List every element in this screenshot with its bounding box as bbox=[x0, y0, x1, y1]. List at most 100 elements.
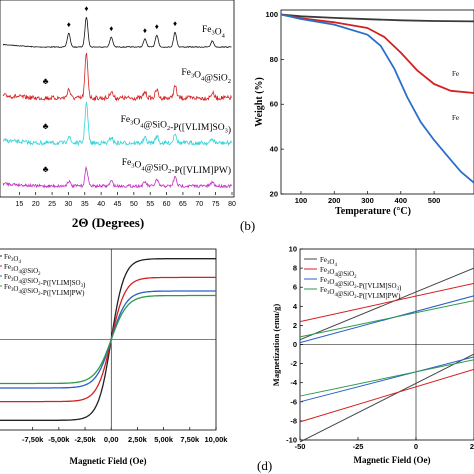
formula-subscript: 3 bbox=[397, 287, 400, 292]
panel-b-label: (b) bbox=[240, 218, 255, 233]
formula-text: Fe bbox=[4, 263, 11, 271]
xrd-diamond-marker: ♦ bbox=[143, 26, 147, 35]
formula-text: O bbox=[329, 258, 334, 266]
formula-subscript: 4 bbox=[222, 32, 226, 39]
formula-text: @SiO bbox=[337, 290, 354, 298]
formula-text: O bbox=[329, 278, 334, 286]
vsmzoom-branch-lower bbox=[299, 353, 474, 443]
formula-text: @SiO bbox=[337, 270, 354, 278]
vsmzoom-legend-entry: Fe3O4@SiO2 bbox=[320, 266, 357, 280]
vsmzoom-branch-upper bbox=[299, 282, 474, 323]
xrd-series-labels: Fe3O4Fe3O4@SiO2Fe3O4@SiO2-P([VLIM]SO3)Fe… bbox=[121, 25, 231, 176]
formula-text: Fe bbox=[320, 276, 327, 284]
formula-text: O bbox=[13, 285, 18, 293]
formula-subscript: 2 bbox=[38, 272, 41, 277]
xrd-series-label: Fe3O4 bbox=[202, 25, 226, 39]
vsm-legend-entry: Fe3O4 bbox=[4, 253, 21, 265]
vsm-x-axis-label: Magnetic Field (Oe) bbox=[70, 456, 147, 466]
formula-subscript: 2 bbox=[167, 125, 170, 132]
vsmzoom-y-tick-label: 2 bbox=[293, 321, 297, 330]
xrd-series-label: Fe3O4@SiO2-P([VLIM]PW) bbox=[122, 158, 231, 176]
formula-subscript: 3 bbox=[225, 128, 228, 135]
formula-text: Fe bbox=[202, 25, 212, 35]
formula-subscript: 3 bbox=[130, 120, 133, 127]
formula-subscript: 3 bbox=[191, 73, 194, 80]
vsmzoom-branch-upper bbox=[299, 300, 474, 338]
formula-subscript: 2 bbox=[228, 78, 231, 85]
vsmzoom-x-tick-label: 25 bbox=[470, 442, 474, 451]
formula-text: -P([VLIM]SO bbox=[170, 122, 224, 133]
vsmzoom-y-tick-label: 6 bbox=[293, 283, 297, 292]
xrd-tick-label: 80 bbox=[228, 201, 236, 208]
vsmzoom-y-tick-label: 10 bbox=[289, 245, 297, 254]
formula-subscript: 4 bbox=[334, 283, 337, 288]
formula-subscript: 3 bbox=[327, 261, 330, 266]
xrd-series-label: Fe3O4@SiO2-P([VLIM]SO3) bbox=[121, 115, 231, 136]
vsmzoom-x-tick-label: 0 bbox=[414, 442, 418, 451]
vsm-legend-entry: Fe3O4@SiO2-P([VLIM]SO3) bbox=[4, 273, 86, 289]
xrd-tick-label: 15 bbox=[15, 201, 23, 208]
tga-y-tick-label: 80 bbox=[270, 55, 278, 64]
formula-text: O bbox=[329, 268, 334, 276]
xrd-x-axis-label: 2Θ (Degrees) bbox=[72, 215, 144, 230]
formula-text: ) bbox=[399, 284, 402, 292]
xrd-diamond-marker: ♦ bbox=[109, 24, 113, 33]
vsm-x-tick-label: 2,50k bbox=[128, 435, 148, 444]
vsm-legend-entry: Fe3O4@SiO2 bbox=[4, 263, 41, 277]
formula-subscript: 4 bbox=[141, 165, 145, 172]
formula-text: @SiO bbox=[145, 163, 169, 173]
vsmzoom-branch-lower bbox=[299, 356, 474, 403]
formula-subscript: 4 bbox=[18, 280, 21, 285]
tga-x-tick-label: 300 bbox=[361, 196, 374, 205]
formula-text: @SiO bbox=[21, 267, 38, 275]
formula-text: O bbox=[134, 161, 141, 171]
tga-curve-label: Fe bbox=[452, 114, 459, 122]
xrd-tick-label: 75 bbox=[212, 201, 220, 208]
formula-text: -P([VLIM]SO bbox=[357, 282, 397, 290]
formula-text: Fe bbox=[121, 115, 131, 125]
formula-subscript: 4 bbox=[18, 290, 21, 295]
xrd-panel: 15 20 25 30 35 40 45 50 55 60 65 70 75 80 ♦ ♦ ♦ ♦ ♦ ♦ ♣ ♣ ♣ F… bbox=[0, 0, 236, 230]
xrd-traces bbox=[2, 16, 232, 189]
tga-trace bbox=[280, 13, 474, 94]
xrd-trace bbox=[2, 52, 232, 102]
tga-x-axis-label: Temperature (°C) bbox=[335, 206, 411, 217]
formula-text: Fe bbox=[4, 253, 11, 261]
vsmzoom-y-tick-label: 0 bbox=[293, 340, 297, 349]
xrd-tick-label: 60 bbox=[163, 201, 171, 208]
formula-text: O bbox=[194, 71, 201, 81]
formula-subscript: 4 bbox=[334, 273, 337, 278]
panel-d-label: (d) bbox=[257, 458, 272, 473]
formula-text: Fe bbox=[320, 256, 327, 264]
formula-subscript: 3 bbox=[327, 271, 330, 276]
tga-traces bbox=[280, 13, 474, 184]
formula-text: @SiO bbox=[21, 287, 38, 295]
vsm-trace bbox=[0, 290, 216, 389]
xrd-diamond-marker: ♦ bbox=[155, 22, 159, 31]
formula-text: O bbox=[133, 118, 140, 128]
vsmzoom-legend-entry: Fe3O4 bbox=[320, 256, 337, 268]
formula-text: -P([VLIM]PW) bbox=[357, 292, 402, 300]
tga-y-tick-label: 20 bbox=[270, 190, 278, 199]
tga-y-tick-label: 60 bbox=[270, 100, 278, 109]
formula-text: ) bbox=[83, 281, 86, 289]
xrd-diamond-marker: ♦ bbox=[173, 19, 177, 28]
formula-text: -P([VLIM]SO bbox=[41, 279, 81, 287]
formula-text: Fe bbox=[4, 283, 11, 291]
vsm-x-tick-label: 10,00k bbox=[205, 435, 229, 444]
tga-curve-labels: Fe Fe bbox=[452, 70, 459, 122]
formula-subscript: 4 bbox=[334, 263, 337, 268]
formula-text: @SiO bbox=[337, 280, 354, 288]
formula-text: O bbox=[215, 28, 222, 38]
formula-text: -P([VLIM]PW) bbox=[171, 165, 231, 176]
vsmzoom-y-tick-label: -6 bbox=[290, 397, 297, 406]
formula-text: O bbox=[329, 288, 334, 296]
vsm-trace bbox=[0, 276, 216, 403]
vsm-trace bbox=[0, 258, 216, 421]
formula-text: Fe bbox=[122, 158, 132, 168]
formula-text: @SiO bbox=[204, 73, 228, 83]
vsm-traces bbox=[0, 258, 216, 421]
vsm-x-tick-label: 0,00 bbox=[104, 435, 119, 444]
vsm-x-tick-label: -5,00k bbox=[48, 435, 70, 444]
tga-curve-label: Fe bbox=[452, 70, 459, 78]
